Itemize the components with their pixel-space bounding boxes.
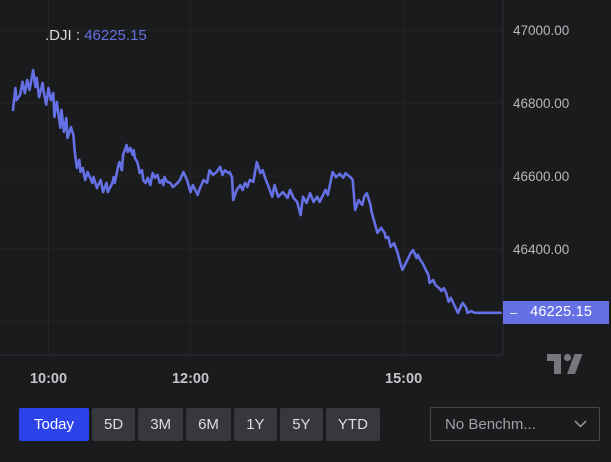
range-button-today[interactable]: Today [19,407,90,441]
toolbar: Today 5D 3M 6M 1Y 5Y YTD No Benchm... [0,407,611,441]
x-axis-tick-label: 15:00 [385,371,422,387]
range-button-5y[interactable]: 5Y [279,407,323,441]
symbol-label: .DJI [45,27,72,44]
range-button-6m[interactable]: 6M [186,407,231,441]
price-tick-dash: – [510,304,518,320]
price-series-line [11,68,502,315]
x-axis-tick-label: 10:00 [30,371,67,387]
range-button-ytd[interactable]: YTD [325,407,380,441]
y-axis-tick-label: 46800.00 [513,96,569,111]
benchmark-dropdown-label: No Benchm... [445,415,536,433]
range-button-5d[interactable]: 5D [92,407,136,441]
chart-legend: .DJI : 46225.15 [45,27,147,44]
last-price-badge: – 46225.15 [503,300,609,324]
price-chart[interactable]: 47000.00 46800.00 46600.00 46400.00 10:00 12:… [0,0,611,395]
legend-separator: : [71,27,85,44]
y-axis-tick-label: 46400.00 [513,242,569,257]
range-buttons-group: Today 5D 3M 6M 1Y 5Y YTD [19,407,380,441]
x-axis-tick-label: 12:00 [172,371,209,387]
chart-plot-area[interactable]: 47000.00 46800.00 46600.00 46400.00 10:00 12:… [0,0,611,395]
y-axis-tick-label: 47000.00 [513,23,569,38]
tradingview-logo-icon[interactable] [547,351,583,377]
last-price-value: 46225.15 [530,304,593,321]
range-button-3m[interactable]: 3M [138,407,184,441]
chevron-down-icon [574,420,587,428]
y-axis-tick-label: 46600.00 [513,169,569,184]
benchmark-dropdown[interactable]: No Benchm... [430,407,600,441]
legend-last-price: 46225.15 [84,27,147,44]
range-button-1y[interactable]: 1Y [233,407,277,441]
